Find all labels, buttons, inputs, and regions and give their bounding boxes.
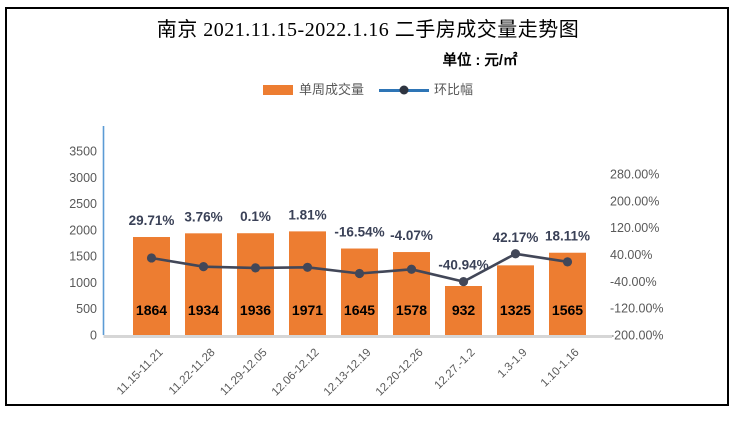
left-axis-tick-label: 1000 [69, 276, 97, 290]
bar [341, 248, 378, 335]
left-axis-tick-label: 3000 [69, 171, 97, 185]
bar-value-label: 1971 [292, 302, 323, 318]
bar-value-label: 1934 [188, 302, 219, 318]
bar [393, 252, 430, 335]
left-axis-tick-label: 3500 [69, 145, 97, 159]
x-axis-category-label: 12.06-12.12 [270, 347, 322, 399]
bar-value-label: 1864 [136, 302, 167, 318]
line-value-label: 3.76% [184, 209, 222, 224]
line-series-marker [250, 263, 261, 273]
bar [237, 233, 274, 335]
right-axis-tick-label: -200.00% [610, 329, 664, 343]
line-value-label: -16.54% [334, 225, 384, 240]
line-value-label: 0.1% [240, 209, 271, 224]
right-axis-tick-label: -120.00% [610, 302, 664, 316]
x-axis-category-label: 11.22-11.28 [167, 347, 218, 398]
line-value-label: 1.81% [288, 207, 326, 222]
right-axis-tick-label: 200.00% [610, 194, 659, 208]
line-series-marker [354, 268, 365, 279]
left-axis-tick-label: 1500 [69, 250, 97, 264]
bar [133, 237, 170, 335]
line-series-marker [562, 257, 573, 267]
bar-value-label: 1578 [396, 302, 427, 318]
x-axis-category-label: 1.10-1.16 [539, 347, 582, 390]
line-series-marker [146, 253, 157, 263]
left-axis-tick-label: 2500 [69, 197, 97, 211]
bar-value-label: 1936 [240, 302, 271, 318]
line-value-label: 29.71% [129, 213, 175, 228]
line-value-label: -4.07% [390, 228, 433, 243]
line-value-label: -40.94% [438, 258, 488, 273]
line-series-marker [510, 249, 521, 259]
bar-value-label: 1325 [500, 302, 531, 318]
right-axis-tick-label: 40.00% [610, 248, 652, 262]
line-series-marker [406, 264, 417, 274]
bar-value-label: 1645 [344, 302, 375, 318]
line-series-marker [458, 277, 469, 287]
chart-title: 南京 2021.11.15-2022.1.16 二手房成交量走势图 [156, 19, 580, 41]
legend-bar-swatch-icon [262, 85, 293, 95]
left-axis-tick-label: 2000 [69, 223, 97, 237]
left-axis-tick-label: 0 [90, 329, 97, 343]
line-value-label: 18.11% [545, 229, 590, 244]
x-axis-category-label: 11.15-11.21 [115, 347, 166, 398]
right-axis-tick-label: -40.00% [610, 275, 657, 289]
bar-value-label: 1565 [552, 302, 583, 318]
line-value-label: 42.17% [493, 230, 539, 245]
bar [445, 286, 482, 335]
line-series-marker [198, 262, 209, 272]
right-axis-tick-label: 120.00% [610, 221, 659, 235]
x-axis-category-label: 12.13-12.19 [322, 347, 374, 399]
bar [185, 233, 222, 335]
chart-unit-label: 单位 : 元/㎡ [442, 53, 518, 69]
x-axis-category-label: 12.27.-1.2 [433, 347, 478, 392]
x-axis-category-label: 12.20-12.26 [374, 347, 426, 399]
chart-frame [5, 7, 729, 406]
bar [289, 231, 326, 335]
legend: 单周成交量 环比幅 [0, 82, 736, 98]
x-axis-category-label: 1.3-1.9 [496, 347, 530, 381]
bar-value-label: 932 [452, 302, 476, 318]
x-axis-category-label: 11.29-12.05 [218, 347, 269, 398]
line-series-marker [302, 262, 313, 272]
legend-line-marker-icon [399, 85, 409, 95]
bar [497, 265, 534, 335]
legend-line-label: 环比幅 [434, 82, 474, 97]
right-axis-tick-label: 280.00% [610, 168, 659, 182]
left-axis-tick-label: 500 [76, 302, 97, 316]
legend-line-swatch-icon [379, 85, 429, 95]
legend-bar-label: 单周成交量 [298, 82, 364, 97]
